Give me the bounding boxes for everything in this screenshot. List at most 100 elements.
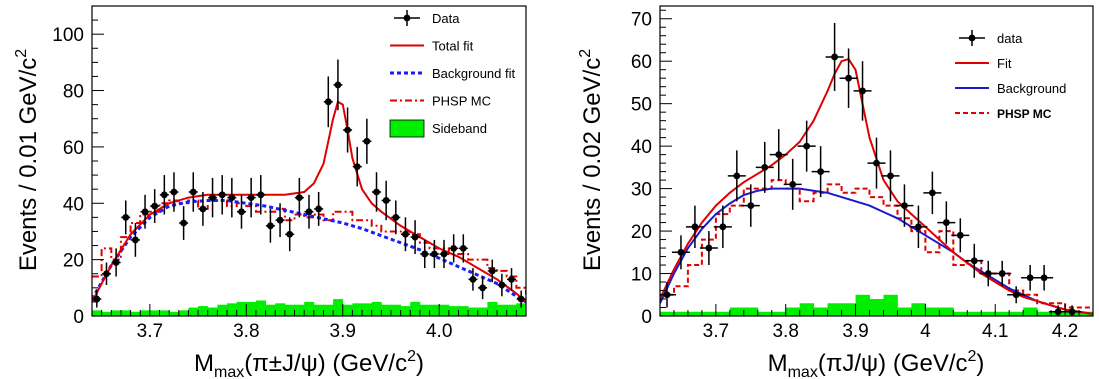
sideband-bar xyxy=(120,310,131,316)
x-axis-label-main: M xyxy=(768,350,788,377)
y-tick-label: 0 xyxy=(73,307,84,328)
sideband-bar xyxy=(729,307,745,316)
data-point xyxy=(789,180,797,188)
legend-data-marker xyxy=(403,14,411,22)
legend-data-marker xyxy=(968,34,976,42)
sideband-bar xyxy=(468,307,479,316)
x-tick-label: 3.8 xyxy=(233,321,259,342)
sideband-bar xyxy=(1023,307,1038,316)
x-axis-label-sub: max xyxy=(788,364,818,379)
sideband-bar xyxy=(869,299,884,316)
x-tick-label: 3.9 xyxy=(330,321,356,342)
data-point xyxy=(132,236,139,244)
sideband-bar xyxy=(1009,311,1024,316)
total-fit-curve xyxy=(92,100,526,303)
data-point xyxy=(295,194,303,202)
data-point xyxy=(170,188,178,196)
data-point xyxy=(276,216,284,224)
sideband-bar xyxy=(497,304,508,316)
legend-sideband-swatch xyxy=(389,119,425,138)
data-point xyxy=(1012,291,1020,299)
sideband-bar xyxy=(390,304,402,316)
sideband-bar xyxy=(897,307,912,316)
data-point xyxy=(831,53,838,61)
data-point xyxy=(141,208,149,216)
y-axis-label-sup: 2 xyxy=(13,49,30,58)
sideband-bar xyxy=(506,304,517,316)
legend-label: PHSP MC xyxy=(997,107,1052,121)
data-point xyxy=(324,98,332,106)
y-tick-label: 70 xyxy=(631,10,652,31)
data-point xyxy=(817,168,825,176)
data-point xyxy=(677,248,685,256)
plot-frame xyxy=(659,5,1094,317)
sideband-bar xyxy=(967,311,982,316)
sideband-bar xyxy=(169,311,180,316)
sideband-bar xyxy=(342,304,353,316)
sideband-bar xyxy=(159,310,170,316)
sideband-bar xyxy=(381,304,392,316)
data-point xyxy=(363,137,371,145)
sideband-bar xyxy=(701,311,717,316)
y-tick-label: 20 xyxy=(63,251,84,272)
legend-label: Data xyxy=(432,11,460,26)
data-point xyxy=(1068,308,1076,316)
data-point xyxy=(228,194,236,202)
legend: data Fit Background PHSP MC xyxy=(955,30,1066,121)
data-point xyxy=(421,250,429,258)
data-point xyxy=(915,223,922,231)
chart-panel-1: 3.7 3.8 3.9 4.0 0 20 40 60 80 100 Mmax(π±J/ψ) (GeV… xyxy=(13,5,527,379)
sideband-bar xyxy=(841,303,856,316)
sideband-bar xyxy=(813,307,829,316)
data-point xyxy=(498,281,506,289)
sideband-bar xyxy=(217,304,228,316)
data-point xyxy=(382,197,390,204)
data-point xyxy=(353,163,361,171)
data-point xyxy=(956,231,964,239)
data-point xyxy=(719,223,727,231)
data-point xyxy=(257,191,265,199)
sideband-bar xyxy=(477,307,488,316)
sideband-bar xyxy=(673,311,689,316)
data-point xyxy=(984,270,992,277)
plot-area xyxy=(660,22,1093,316)
x-tick-label: 4 xyxy=(920,321,931,342)
data-point xyxy=(344,126,351,134)
sideband-bar xyxy=(757,311,773,316)
y-axis-label-main: Events / 0.01 GeV/c xyxy=(15,58,42,271)
data-point xyxy=(488,267,496,275)
legend-label: Background xyxy=(997,81,1066,96)
data-point xyxy=(199,205,207,213)
data-point xyxy=(928,189,936,197)
data-point xyxy=(267,222,274,230)
sideband-bar xyxy=(771,311,787,316)
data-point xyxy=(998,270,1006,277)
data-point xyxy=(479,284,486,292)
phsp-mc-curve xyxy=(660,179,1093,309)
y-tick-label: 20 xyxy=(631,222,652,243)
data-point xyxy=(392,213,400,221)
data-point xyxy=(459,244,467,252)
sideband-bar xyxy=(743,307,759,316)
x-tick-label: 4.0 xyxy=(426,321,452,342)
sideband-bar xyxy=(799,303,815,316)
data-point xyxy=(189,188,197,196)
data-point xyxy=(845,74,852,82)
x-axis-label-end: ) xyxy=(416,350,424,377)
sideband-bar xyxy=(207,307,218,316)
sideband-bar xyxy=(785,307,801,316)
sideband-bar xyxy=(439,304,450,316)
x-tick-label: 3.8 xyxy=(772,321,798,342)
data-point xyxy=(942,219,950,226)
y-tick-label: 40 xyxy=(631,137,652,158)
x-tick-label: 3.7 xyxy=(703,321,729,342)
data-point xyxy=(93,295,101,303)
y-axis-label-sup: 2 xyxy=(577,49,594,58)
sideband-bar xyxy=(188,307,199,316)
x-tick-label: 3.7 xyxy=(137,321,163,342)
y-axis-label: Events / 0.01 GeV/c2 xyxy=(13,49,42,271)
sideband-bar xyxy=(255,300,266,316)
sideband-bar xyxy=(925,307,940,316)
sideband-bar xyxy=(419,304,430,316)
